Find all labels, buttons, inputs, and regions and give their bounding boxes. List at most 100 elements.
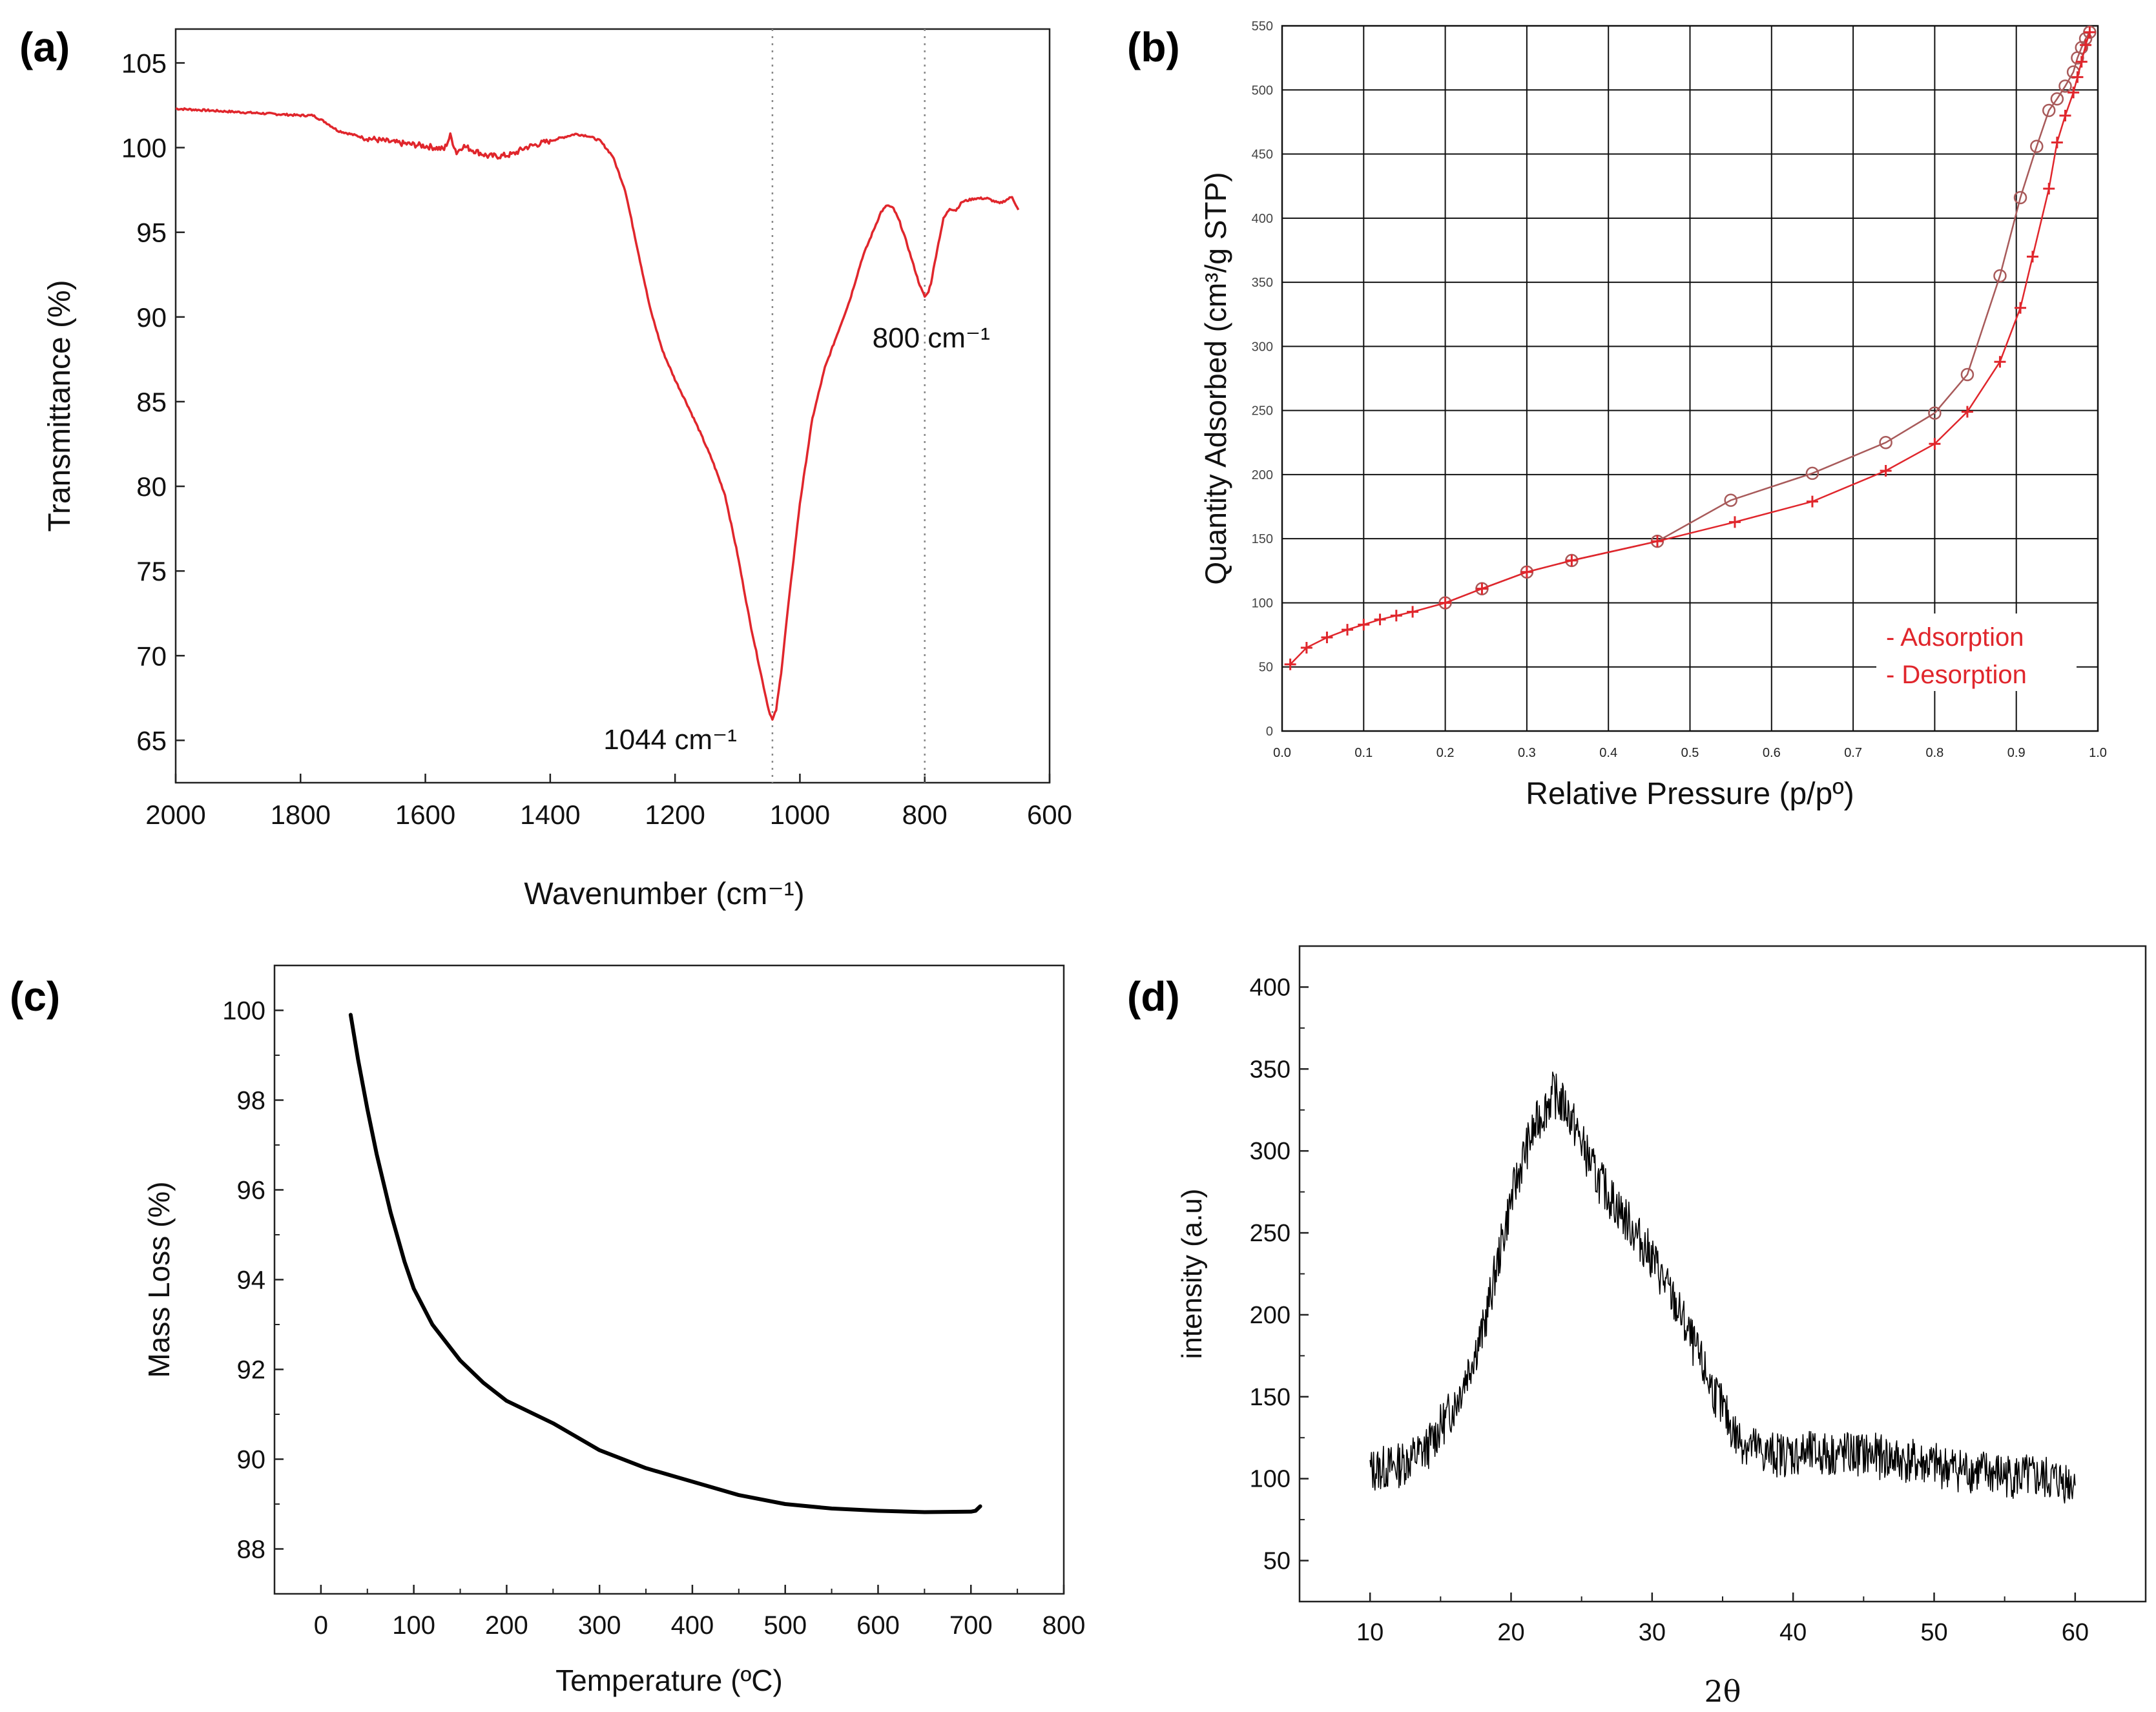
x-tick-label: 1200 (645, 799, 705, 830)
desorption-point (1724, 493, 1737, 507)
y-tick-label: 50 (1263, 1548, 1290, 1575)
adsorption-point (2059, 109, 2071, 121)
x-tick-label: 0.7 (1844, 746, 1862, 760)
desorption-point (1960, 367, 1975, 382)
y-tick-label: 94 (237, 1266, 266, 1295)
panel-label-c: (c) (10, 973, 60, 1020)
ftir-series-line (175, 107, 1020, 721)
y-tick-label: 75 (136, 556, 167, 586)
adsorption-point (1994, 356, 2006, 368)
y-tick-label: 250 (1252, 404, 1273, 418)
x-tick-label: 40 (1779, 1619, 1807, 1646)
y-tick-label: 98 (237, 1087, 266, 1115)
legend-entry-desorption: - Desorption (1886, 661, 2027, 689)
x-tick-label: 0.2 (1436, 746, 1455, 760)
y-tick-label: 85 (136, 387, 167, 417)
x-tick-label: 0.0 (1273, 746, 1291, 760)
adsorption-point (1520, 566, 1533, 578)
x-tick-label: 20 (1497, 1619, 1524, 1646)
x-tick-label: 1600 (395, 799, 455, 830)
adsorption-point (2084, 26, 2096, 38)
x-axis-label: 2θ (1705, 1674, 1741, 1709)
adsorption-point (2015, 302, 2027, 314)
adsorption-point (2068, 87, 2080, 99)
y-tick-label: 92 (237, 1356, 266, 1385)
x-tick-label: 0.6 (1763, 746, 1781, 760)
adsorption-point (1566, 554, 1578, 566)
adsorption-point (1651, 535, 1663, 548)
adsorption-point (1358, 619, 1370, 631)
adsorption-point (1439, 597, 1451, 609)
x-tick-label: 1400 (520, 799, 580, 830)
x-axis-label: Relative Pressure (p/pº) (1526, 777, 1854, 811)
panel-label-d: (d) (1127, 973, 1180, 1020)
y-axis-label: Transmittance (%) (43, 280, 77, 531)
x-tick-label: 100 (392, 1611, 435, 1640)
x-tick-label: 200 (485, 1611, 528, 1640)
y-tick-label: 88 (237, 1536, 266, 1564)
panel-c-tga-chart: 0 100 200 300 400 500 600 700 800 88 90 92 94 96 98 100… (142, 964, 1085, 1697)
x-tick-label: 700 (949, 1611, 993, 1640)
y-tick-label: 450 (1252, 148, 1273, 162)
x-tick-label: 800 (902, 799, 948, 830)
y-tick-label: 105 (121, 48, 167, 78)
y-tick-label: 350 (1250, 1056, 1290, 1083)
x-tick-label: 600 (1027, 799, 1072, 830)
x-tick-label: 0.1 (1354, 746, 1373, 760)
y-tick-label: 150 (1250, 1384, 1290, 1411)
x-tick-label: 0.9 (2007, 746, 2026, 760)
legend-box (1876, 614, 2077, 691)
y-tick-label: 70 (136, 641, 167, 671)
y-tick-label: 0 (1266, 725, 1273, 739)
adsorption-point (1284, 658, 1296, 670)
x-tick-label: 0.8 (1925, 746, 1944, 760)
y-tick-label: 300 (1252, 340, 1273, 354)
y-tick-label: 550 (1252, 19, 1273, 34)
x-tick-label: 60 (2062, 1619, 2089, 1646)
desorption-point (2050, 92, 2064, 106)
y-tick-label: 65 (136, 725, 167, 756)
y-tick-label: 500 (1252, 83, 1273, 98)
panel-label-a: (a) (19, 24, 70, 70)
desorption-point (2013, 191, 2027, 205)
desorption-point (1879, 436, 1892, 449)
adsorption-point (1961, 406, 1973, 418)
y-tick-label: 350 (1252, 276, 1273, 290)
x-tick-label: 10 (1356, 1619, 1384, 1646)
x-tick-label: 1000 (770, 799, 830, 830)
desorption-point (1928, 406, 1942, 420)
plot-frame (1281, 25, 2099, 732)
y-tick-label: 200 (1252, 468, 1273, 482)
peak-annotation: 800 cm⁻¹ (873, 322, 990, 354)
plot-frame (174, 28, 1051, 784)
y-tick-label: 100 (121, 133, 167, 163)
desorption-point (2058, 79, 2072, 93)
y-axis-label: intensity (a.u) (1176, 1188, 1208, 1359)
x-tick-label: 1800 (271, 799, 331, 830)
adsorption-point (1300, 641, 1312, 654)
adsorption-point (2026, 251, 2038, 263)
y-tick-label: 400 (1252, 212, 1273, 226)
adsorption-point (2071, 71, 2084, 83)
adsorption-point (2075, 56, 2088, 68)
adsorption-point (1390, 610, 1402, 622)
x-tick-label: 0.3 (1518, 746, 1536, 760)
y-tick-label: 300 (1250, 1138, 1290, 1165)
y-tick-label: 90 (237, 1446, 266, 1474)
x-tick-label: 50 (1920, 1619, 1947, 1646)
y-axis-label: Quantity Adsorbed (cm³/g STP) (1199, 172, 1232, 584)
y-tick-label: 250 (1250, 1220, 1290, 1247)
y-tick-label: 95 (136, 218, 167, 248)
x-tick-label: 0.4 (1599, 746, 1617, 760)
adsorption-point (2043, 183, 2055, 195)
y-tick-label: 200 (1250, 1302, 1290, 1329)
x-tick-label: 0 (314, 1611, 328, 1640)
x-tick-label: 2000 (145, 799, 205, 830)
adsorption-point (2080, 39, 2092, 51)
y-tick-label: 80 (136, 471, 167, 502)
panel-label-b: (b) (1127, 24, 1180, 70)
adsorption-point (1476, 583, 1488, 595)
adsorption-point (1929, 438, 1941, 450)
